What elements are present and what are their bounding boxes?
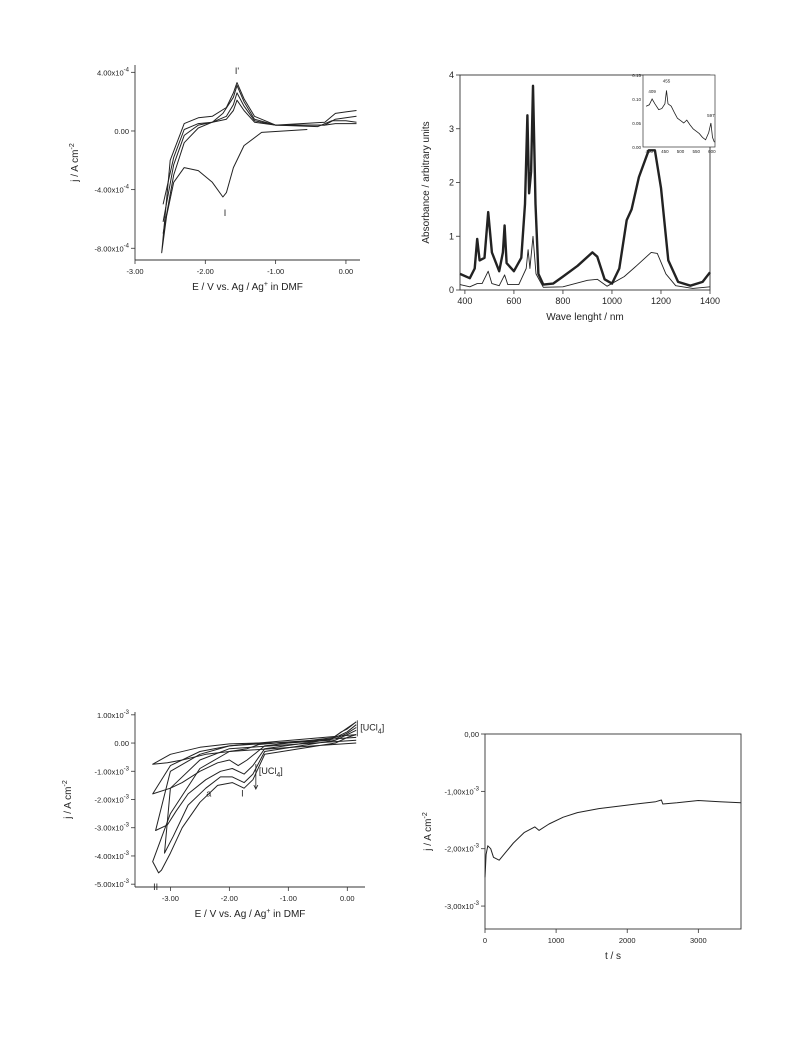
x-axis-label: E / V vs. Ag / Ag+ in DMF bbox=[192, 281, 303, 293]
y-tick-label: 1.00x10-3 bbox=[97, 710, 130, 720]
inset-annotation-label: 597 bbox=[707, 113, 715, 118]
x-tick-label: 1200 bbox=[651, 296, 671, 306]
annotation-label: II bbox=[153, 882, 158, 892]
series-line-2 bbox=[459, 235, 711, 289]
x-tick-label: -3.00 bbox=[162, 894, 179, 903]
x-tick-label: 2000 bbox=[619, 936, 636, 945]
y-axis-label: Absorbance / arbitrary units bbox=[421, 121, 432, 243]
series-line-4 bbox=[162, 99, 357, 205]
x-tick-label: -3.00 bbox=[126, 267, 143, 276]
x-tick-label: 400 bbox=[457, 296, 472, 306]
cv-chart-top-left: -3.00 -2.00 -1.00 0.00 4.00x10-4 0.00 -4.00x10… bbox=[69, 65, 360, 293]
annotation-label: I bbox=[224, 208, 227, 218]
x-tick-label: -2.00 bbox=[221, 894, 238, 903]
series-line-1 bbox=[459, 84, 711, 287]
inset-y-tick-label: 0.10 bbox=[632, 97, 641, 102]
inset-annotation-label: 409 bbox=[648, 89, 656, 94]
inset-x-tick-label: 400 bbox=[646, 149, 654, 154]
y-tick-label: 1 bbox=[449, 231, 454, 241]
inset-y-tick-label: 0.15 bbox=[632, 73, 641, 78]
inset-series-line bbox=[645, 90, 715, 143]
y-tick-label: -4.00x10-3 bbox=[94, 851, 129, 861]
y-tick-label: 4.00x10-4 bbox=[97, 67, 130, 77]
cv-chart-bottom-left: -3.00 -2.00 -1.00 0.00 1.00x10-3 0.00 -1.00x10… bbox=[62, 710, 384, 920]
inset-x-tick-label: 500 bbox=[677, 149, 685, 154]
y-tick-label: -8.00x10-4 bbox=[94, 243, 129, 253]
series-line-3 bbox=[162, 92, 357, 222]
inset-annotation-label: 455 bbox=[663, 79, 671, 84]
y-tick-label: -3.00x10-3 bbox=[94, 823, 129, 833]
x-tick-label: -1.00 bbox=[280, 894, 297, 903]
y-axis-label: j / A cm-2 bbox=[62, 780, 74, 820]
y-tick-label: -1,00x10-3 bbox=[444, 786, 479, 796]
y-tick-label: 0.00 bbox=[114, 127, 129, 136]
series-line-4 bbox=[164, 729, 357, 854]
inset-x-tick-label: 550 bbox=[692, 149, 700, 154]
x-tick-label: -1.00 bbox=[267, 267, 284, 276]
series-line-5 bbox=[152, 734, 357, 874]
y-tick-label: 4 bbox=[449, 70, 454, 80]
x-axis-label: Wave lenght / nm bbox=[546, 312, 623, 323]
y-tick-label: -5.00x10-3 bbox=[94, 879, 129, 889]
y-tick-label: -4.00x10-4 bbox=[94, 185, 129, 195]
y-axis-label: j / A cm-2 bbox=[422, 812, 434, 852]
y-tick-label: 3 bbox=[449, 124, 454, 134]
absorbance-chart-top-right: 400 600 800 1000 1200 1400 0 1 2 3 4 Wave lenght / … bbox=[421, 70, 720, 323]
x-tick-label: 3000 bbox=[690, 936, 707, 945]
x-tick-label: 1000 bbox=[602, 296, 622, 306]
inset-x-tick-label: 600 bbox=[708, 149, 716, 154]
ucl4-label: [UCl4] bbox=[360, 722, 384, 735]
y-tick-label: 0.00 bbox=[114, 739, 129, 748]
arrow-head bbox=[253, 784, 259, 790]
x-axis-label: E / V vs. Ag / Ag+ in DMF bbox=[195, 908, 306, 920]
y-tick-label: -3,00x10-3 bbox=[444, 901, 479, 911]
y-tick-label: 0,00 bbox=[464, 730, 479, 739]
ucl4-label: [UCl4] bbox=[259, 766, 283, 779]
y-axis-label: j / A cm-2 bbox=[69, 143, 81, 183]
x-tick-label: 600 bbox=[506, 296, 521, 306]
x-axis-label: t / s bbox=[605, 951, 621, 962]
annotation-label: a bbox=[206, 789, 211, 799]
y-tick-label: 2 bbox=[449, 178, 454, 188]
x-tick-label: -2.00 bbox=[197, 267, 214, 276]
inset-frame bbox=[642, 74, 716, 148]
x-tick-label: 0.00 bbox=[339, 267, 354, 276]
annotation-label: I' bbox=[235, 66, 240, 76]
inset-y-tick-label: 0.05 bbox=[632, 121, 641, 126]
x-tick-label: 1400 bbox=[700, 296, 720, 306]
x-tick-label: 800 bbox=[555, 296, 570, 306]
series-line-2 bbox=[162, 85, 357, 234]
plot-frame bbox=[484, 733, 742, 930]
y-tick-label: -1.00x10-3 bbox=[94, 766, 129, 776]
chronoamperogram-chart-bottom-right: 0 1000 2000 3000 0,00 -1,00x10-3 -2,00x10-3 -3,… bbox=[422, 730, 742, 962]
series-line-3 bbox=[155, 727, 357, 831]
series-line-2 bbox=[152, 724, 357, 795]
inset-x-tick-label: 450 bbox=[661, 149, 669, 154]
x-tick-label: 0.00 bbox=[340, 894, 355, 903]
x-tick-label: 1000 bbox=[548, 936, 565, 945]
series-line-1 bbox=[484, 799, 742, 878]
series-line-1 bbox=[161, 82, 357, 254]
x-tick-label: 0 bbox=[483, 936, 487, 945]
y-tick-label: -2,00x10-3 bbox=[444, 844, 479, 854]
y-tick-label: -2.00x10-3 bbox=[94, 795, 129, 805]
y-tick-label: 0 bbox=[449, 285, 454, 295]
inset-y-tick-label: 0.00 bbox=[632, 145, 641, 150]
annotation-label: I bbox=[241, 789, 244, 799]
